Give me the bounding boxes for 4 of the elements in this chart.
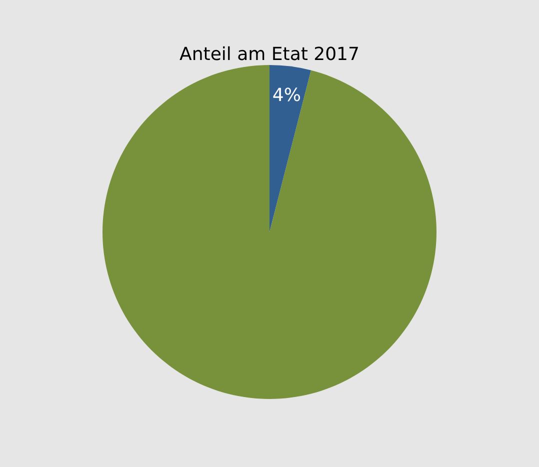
pie-slice xyxy=(270,65,312,232)
data-label: 4% xyxy=(272,85,301,106)
pie-slice xyxy=(102,65,436,399)
chart-title: Anteil am Etat 2017 xyxy=(180,44,360,65)
